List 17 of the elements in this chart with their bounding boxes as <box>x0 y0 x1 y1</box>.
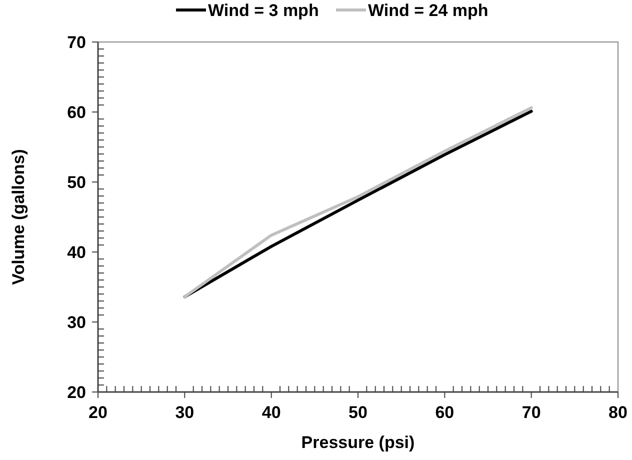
legend-label: Wind = 3 mph <box>208 1 319 20</box>
x-tick-label: 60 <box>435 403 454 422</box>
y-axis-title: Volume (gallons) <box>9 149 28 285</box>
legend-label: Wind = 24 mph <box>368 1 488 20</box>
x-tick-label: 20 <box>88 403 108 422</box>
x-tick-label: 70 <box>522 403 541 422</box>
x-tick-label: 50 <box>348 403 368 422</box>
x-tick-label: 40 <box>262 403 281 422</box>
x-tick-label: 30 <box>175 403 194 422</box>
y-tick-label: 70 <box>67 33 86 52</box>
y-tick-label: 60 <box>67 103 86 122</box>
y-tick-label: 50 <box>67 173 86 192</box>
y-tick-label: 20 <box>67 383 86 402</box>
x-tick-label: 80 <box>608 403 628 422</box>
y-tick-label: 30 <box>67 313 86 332</box>
x-axis-title: Pressure (psi) <box>301 433 415 452</box>
y-tick-label: 40 <box>67 243 86 262</box>
